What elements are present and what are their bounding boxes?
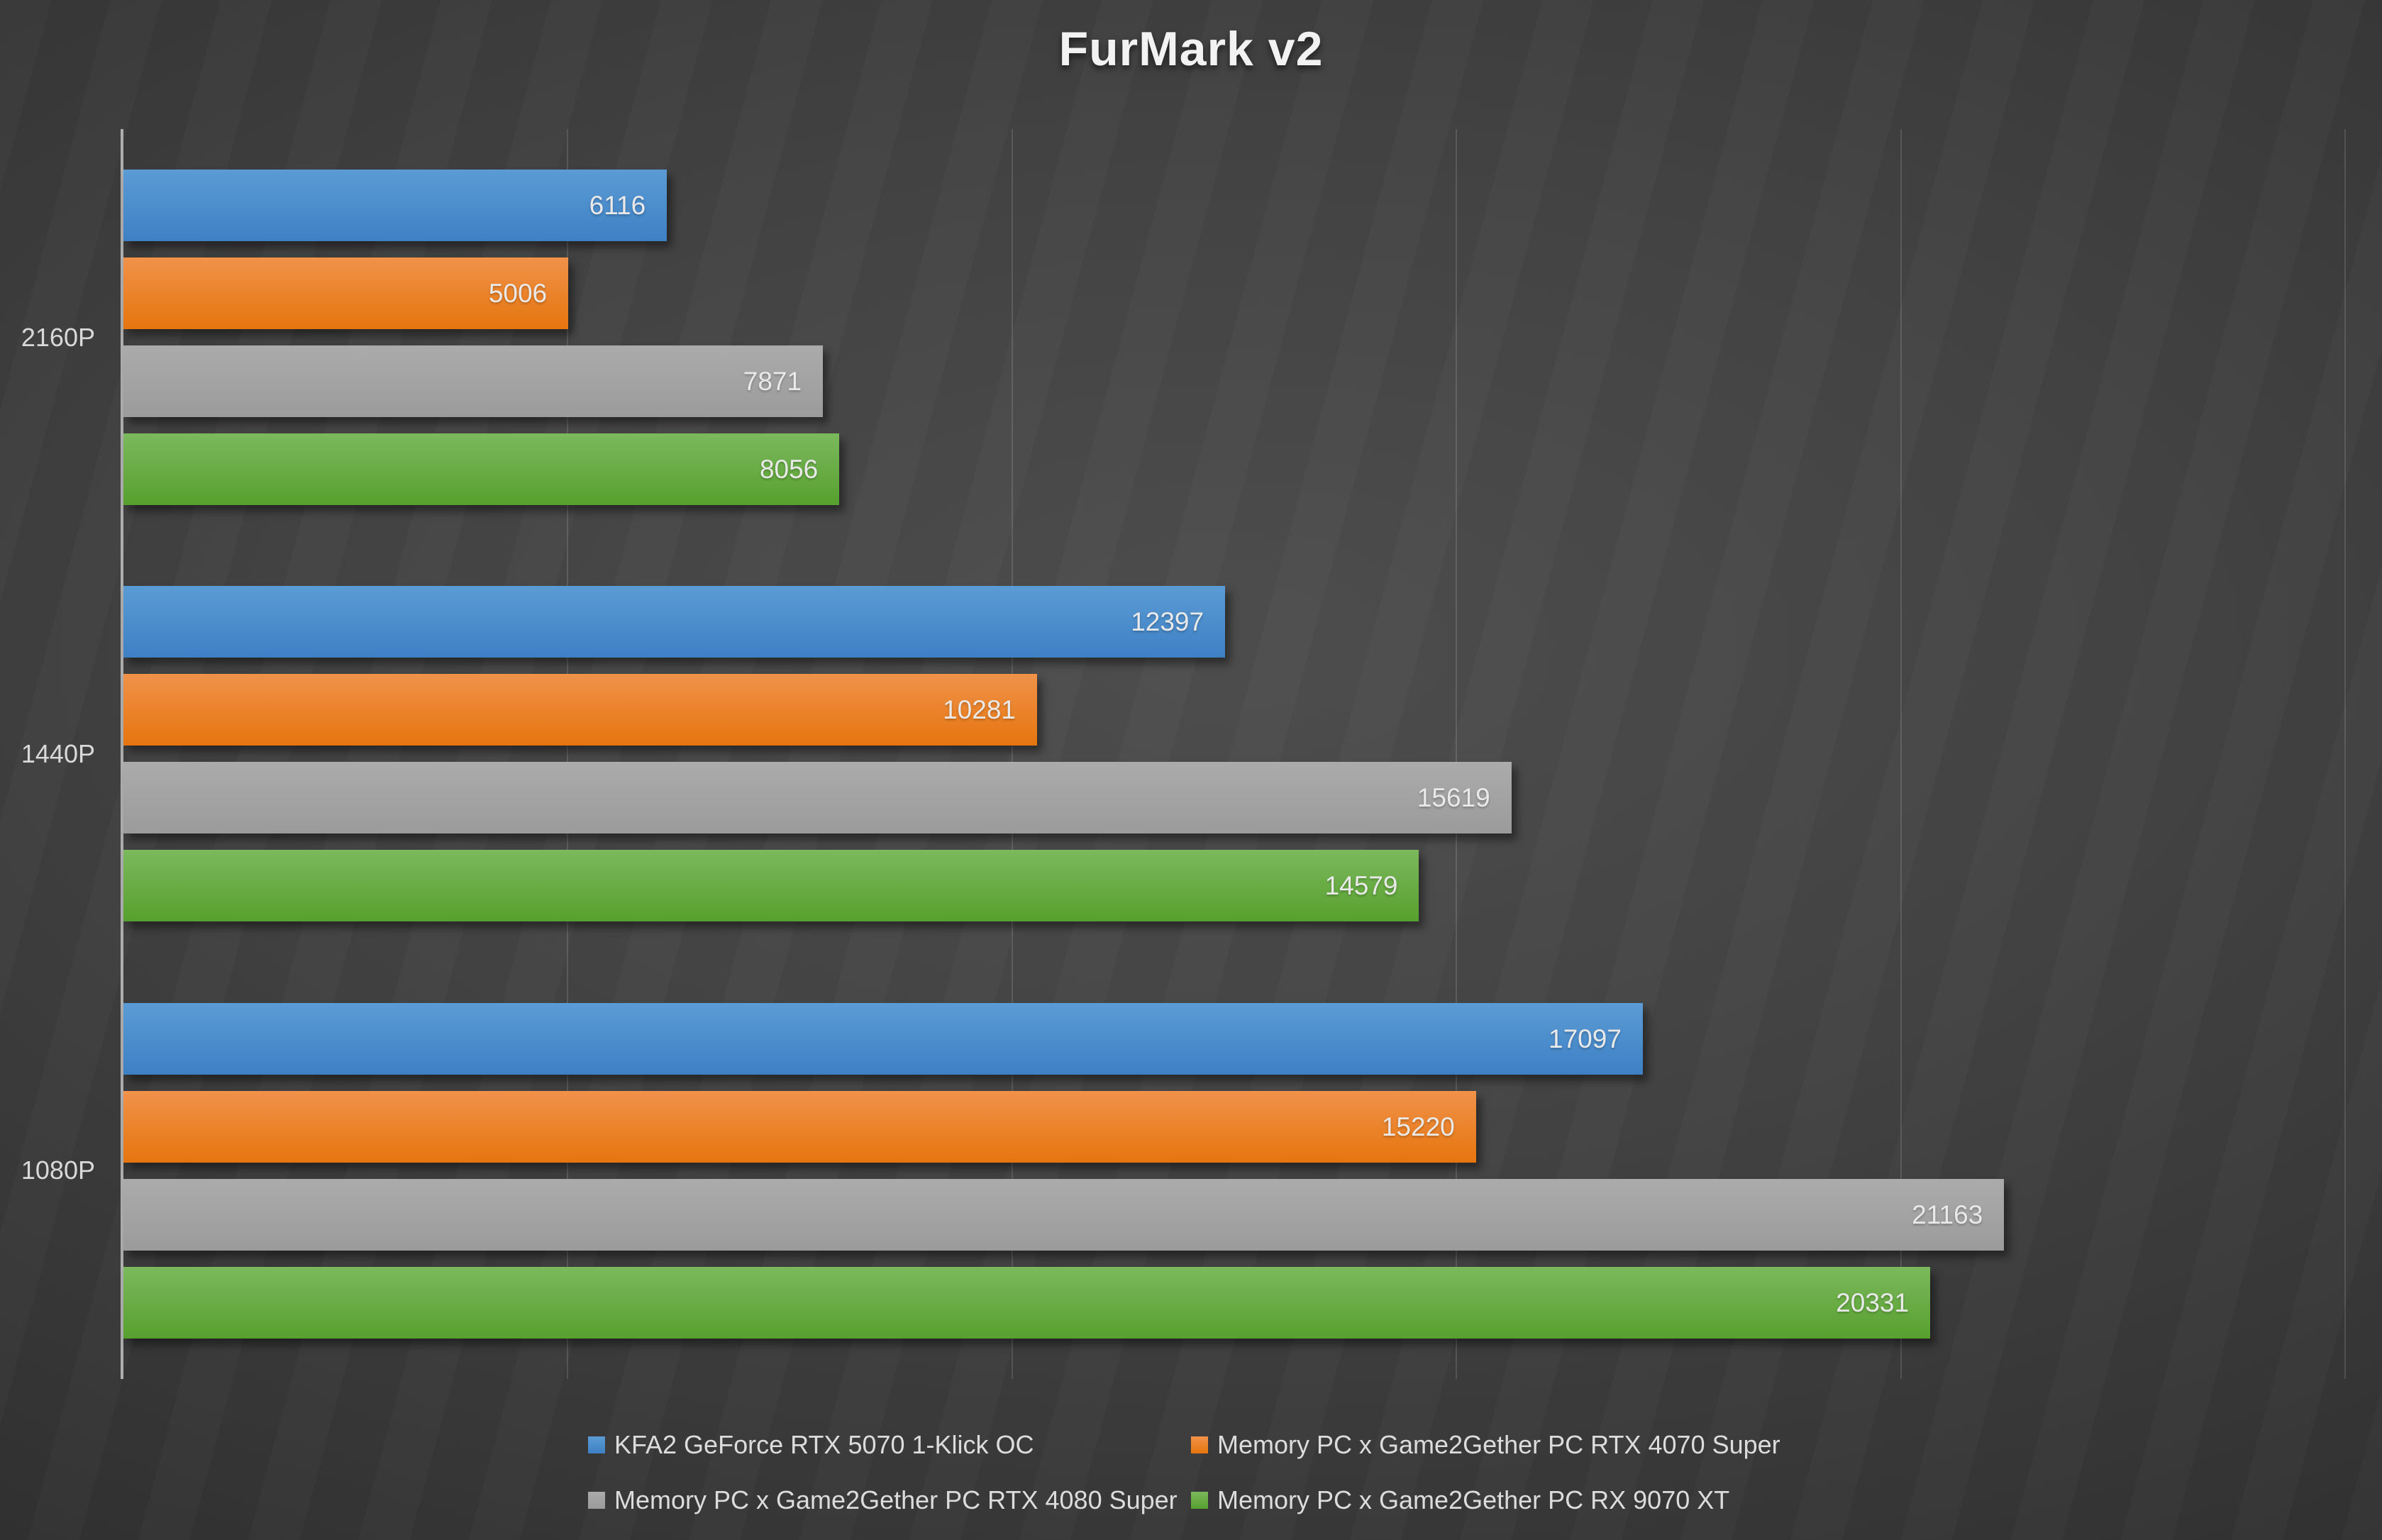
legend-label: Memory PC x Game2Gether PC RTX 4070 Supe… [1217, 1430, 1780, 1459]
bar-series3-1080p: 21163 [123, 1178, 2005, 1251]
legend-label: Memory PC x Game2Gether PC RX 9070 XT [1217, 1485, 1730, 1514]
bar-value-label: 7871 [743, 367, 802, 397]
bar-value-label: 10281 [943, 695, 1016, 725]
bar-series3-1440p: 15619 [123, 762, 1512, 834]
category-label-1440p: 1440P [21, 738, 95, 768]
bar-series1-1440p: 12397 [123, 586, 1226, 658]
bar-series4-2160p: 8056 [123, 433, 840, 506]
gridlines [123, 129, 2346, 1379]
bar-value-label: 21163 [1912, 1200, 1983, 1229]
bar-group-1440p: 1440P 12397 10281 15619 14579 [21, 545, 2345, 962]
gridline-10000 [1011, 129, 1013, 1379]
bar-value-label: 6116 [589, 191, 646, 221]
bar-series4-1440p: 14579 [123, 850, 1419, 922]
legend-swatch-icon [1191, 1436, 1208, 1453]
legend-item-2: Memory PC x Game2Gether PC RTX 4070 Supe… [1191, 1430, 1794, 1460]
bar-series3-2160p: 7871 [123, 345, 824, 418]
bar-value-label: 5006 [488, 279, 548, 309]
bar-value-label: 12397 [1131, 607, 1204, 637]
bar-series4-1080p: 20331 [123, 1266, 1931, 1339]
bar-value-label: 15619 [1417, 783, 1490, 813]
bar-value-label: 20331 [1836, 1287, 1910, 1317]
bar-series1-1080p: 17097 [123, 1002, 1643, 1075]
bar-series2-1440p: 10281 [123, 674, 1037, 746]
gridline-15000 [1456, 129, 1458, 1379]
legend-swatch-icon [1191, 1492, 1208, 1509]
bar-series1-2160p: 6116 [123, 170, 667, 242]
gridline-5000 [567, 129, 569, 1379]
chart-title: FurMark v2 [1058, 22, 1324, 76]
category-label-1080p: 1080P [21, 1156, 95, 1185]
gridline-20000 [1900, 129, 1902, 1379]
bar-value-label: 15220 [1381, 1112, 1455, 1141]
category-label-2160p: 2160P [21, 322, 95, 352]
legend-item-3: Memory PC x Game2Gether PC RTX 4080 Supe… [588, 1485, 1191, 1515]
gridline-25000 [2344, 129, 2346, 1379]
bar-series2-1080p: 15220 [123, 1090, 1476, 1163]
bar-group-2160p: 2160P 6116 5006 7871 8056 [21, 129, 2345, 545]
legend: KFA2 GeForce RTX 5070 1-Klick OC Memory P… [0, 1417, 2382, 1528]
bar-group-1080p: 1080P 17097 15220 21163 20331 [21, 963, 2345, 1379]
legend-item-4: Memory PC x Game2Gether PC RX 9070 XT [1191, 1485, 1794, 1515]
legend-label: KFA2 GeForce RTX 5070 1-Klick OC [614, 1430, 1034, 1459]
legend-swatch-icon [588, 1492, 605, 1509]
bar-value-label: 8056 [759, 455, 819, 484]
plot-groups: 2160P 6116 5006 7871 8056 1440P 12397 10281 1561… [21, 129, 2345, 1379]
legend-label: Memory PC x Game2Gether PC RTX 4080 Supe… [614, 1485, 1178, 1514]
bar-series2-2160p: 5006 [123, 257, 569, 330]
bar-value-label: 14579 [1324, 871, 1398, 901]
legend-swatch-icon [588, 1436, 605, 1453]
legend-item-1: KFA2 GeForce RTX 5070 1-Klick OC [588, 1430, 1191, 1460]
plot-area: 2160P 6116 5006 7871 8056 1440P 12397 10281 1561… [21, 129, 2346, 1379]
bar-value-label: 17097 [1549, 1024, 1622, 1053]
